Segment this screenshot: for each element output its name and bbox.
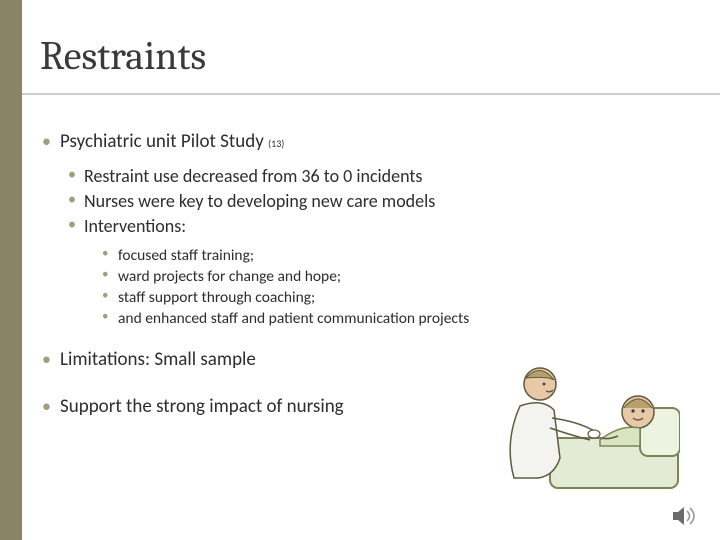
slide-title: Restraints bbox=[40, 33, 206, 79]
bullet-l1: Psychiatric unit Pilot Study (13) bbox=[40, 130, 680, 153]
audio-speaker-icon[interactable] bbox=[672, 506, 696, 526]
title-underline bbox=[22, 93, 720, 95]
nurse-with-patient-illustration bbox=[490, 348, 680, 498]
accent-sidebar bbox=[0, 0, 22, 540]
bullet-l2: Interventions: bbox=[40, 215, 680, 237]
bullet-l3: staff support through coaching; bbox=[40, 288, 680, 307]
bullet-l3: ward projects for change and hope; bbox=[40, 267, 680, 286]
bullet-l3: and enhanced staff and patient communica… bbox=[40, 309, 680, 328]
citation: (13) bbox=[268, 137, 284, 150]
bullet-l2: Nurses were key to developing new care m… bbox=[40, 190, 680, 212]
bullet-text: Psychiatric unit Pilot Study bbox=[60, 130, 268, 153]
bullet-l2: Restraint use decreased from 36 to 0 inc… bbox=[40, 165, 680, 187]
bullet-l3: focused staff training; bbox=[40, 246, 680, 265]
